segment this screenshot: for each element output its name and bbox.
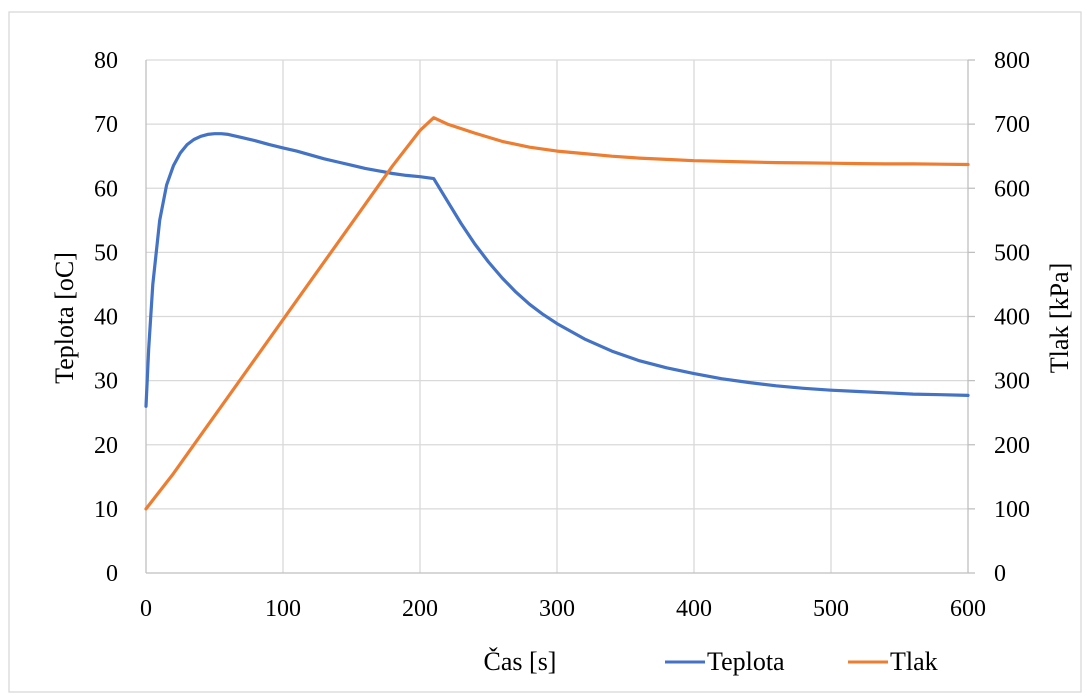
y-tick-label: 70 [94, 112, 118, 138]
x-tick-label: 400 [676, 596, 712, 622]
series-line-tlak [144, 116, 970, 511]
series-lines [144, 116, 970, 511]
legend-label-tlak: Tlak [890, 647, 938, 676]
x-tick-label: 600 [950, 596, 986, 622]
y-tick-label: 50 [94, 240, 118, 266]
axes [145, 59, 975, 574]
x-tick-label: 300 [539, 596, 575, 622]
y-tick-label: 10 [94, 497, 118, 523]
x-tick-label: 200 [402, 596, 438, 622]
y2-tick-label: 600 [994, 176, 1030, 202]
y2-axis-title: Tlak [kPa] [1045, 263, 1074, 373]
y-tick-label: 80 [94, 48, 118, 74]
x-tick-label: 100 [265, 596, 301, 622]
gridlines [146, 59, 968, 573]
y-tick-label: 0 [106, 561, 118, 587]
y-axis-title: Teplota [oC] [50, 252, 79, 384]
y2-tick-label: 200 [994, 433, 1030, 459]
y2-tick-label: 800 [994, 48, 1030, 74]
y2-tick-label: 500 [994, 240, 1030, 266]
y-tick-label: 20 [94, 433, 118, 459]
series-line-teplota [144, 132, 970, 408]
legend-label-teplota: Teplota [707, 647, 785, 676]
chart-frame [8, 11, 1082, 693]
y2-tick-label: 0 [994, 561, 1006, 587]
y-tick-label: 40 [94, 305, 118, 331]
x-tick-label: 0 [140, 596, 152, 622]
x-axis-title: Čas [s] [484, 647, 557, 676]
tick-labels: 0102030405060708001002003004005006007008… [94, 48, 1030, 622]
y2-tick-label: 300 [994, 369, 1030, 395]
legend: Teplota Tlak [665, 647, 938, 676]
y2-tick-label: 100 [994, 497, 1030, 523]
y2-tick-label: 700 [994, 112, 1030, 138]
y2-tick-label: 400 [994, 305, 1030, 331]
y-tick-label: 30 [94, 369, 118, 395]
x-tick-label: 500 [813, 596, 849, 622]
y-tick-label: 60 [94, 176, 118, 202]
